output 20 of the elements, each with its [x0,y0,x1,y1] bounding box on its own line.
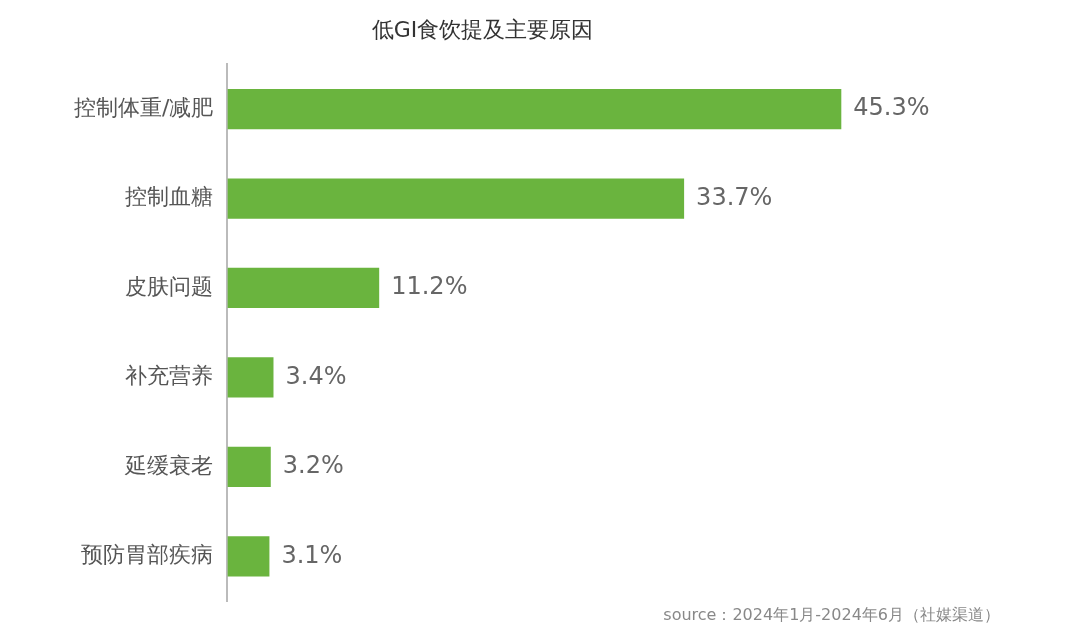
source-note: source：2024年1月-2024年6月（社媒渠道） [663,605,1000,624]
bar [227,536,270,577]
bar [227,357,274,398]
y-tick-label: 皮肤问题 [125,273,214,299]
bar [227,446,271,487]
data-label: 33.7% [696,182,773,211]
y-tick-label: 预防胃部疾病 [81,542,214,567]
data-label: 3.1% [281,540,343,569]
data-label: 3.4% [285,361,347,390]
data-label: 11.2% [391,272,468,301]
y-tick-label: 控制血糖 [125,184,214,210]
y-tick-label: 延缓衰老 [124,452,214,478]
bar [227,178,685,219]
data-label: 3.2% [282,451,344,480]
y-tick-label: 补充营养 [125,363,214,389]
chart-title: 低GI食饮提及主要原因 [371,16,594,42]
data-label: 45.3% [853,93,930,122]
bar [227,88,842,130]
y-tick-label: 控制体重/减肥 [73,94,214,120]
bar [227,267,380,309]
